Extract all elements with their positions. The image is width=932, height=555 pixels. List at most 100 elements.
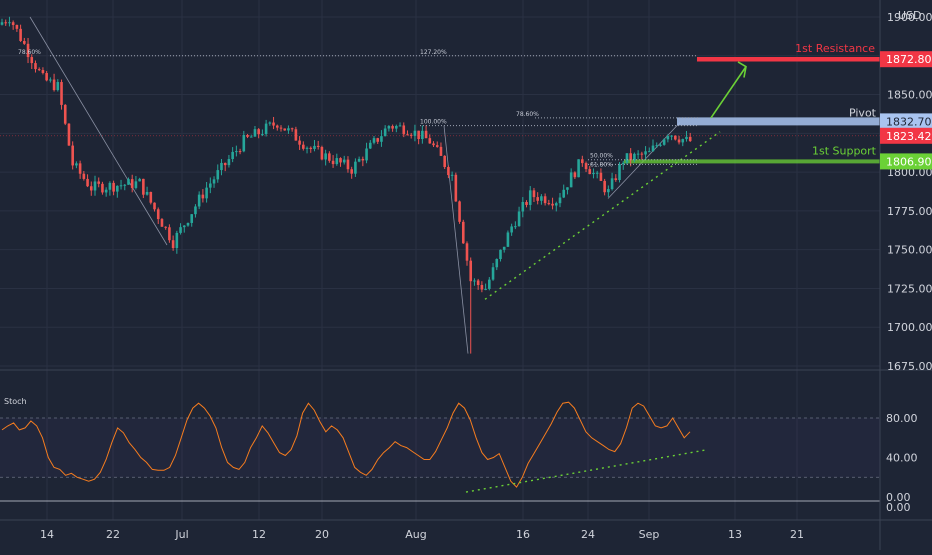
candle-body-141 (525, 202, 528, 205)
candle-body-157 (584, 163, 588, 170)
fib-label-0: 78.60% (18, 49, 41, 56)
candle-body-170 (633, 153, 636, 161)
date-tick-3: 12 (252, 528, 266, 541)
candle-body-6 (23, 40, 26, 44)
fib-label-3: 100.00% (420, 119, 447, 126)
candle-body-41 (153, 202, 156, 210)
candle-body-165 (614, 178, 618, 181)
candle-body-73 (272, 122, 275, 126)
candle-body-133 (495, 259, 499, 268)
candle-body-53 (197, 194, 201, 207)
candle-body-8 (30, 57, 34, 64)
candle-body-136 (506, 232, 510, 247)
candle-body-124 (461, 221, 465, 244)
stoch-tick-2: 0.00 (886, 491, 911, 504)
candle-body-115 (428, 138, 432, 144)
candle-body-91 (339, 158, 342, 163)
arrow-head (737, 61, 747, 78)
candle-body-42 (156, 209, 160, 220)
fib-label-1: 127.20% (420, 49, 447, 56)
candle-body-117 (435, 145, 439, 147)
stoch-trend-line (465, 448, 709, 493)
candle-body-127 (473, 280, 476, 282)
candle-body-156 (581, 159, 584, 164)
stoch-band (0, 418, 880, 478)
candle-body-87 (324, 153, 327, 160)
candle-body-54 (201, 194, 205, 199)
candle-body-99 (368, 142, 372, 149)
candle-body-111 (413, 130, 417, 136)
candle-body-60 (223, 162, 227, 166)
candle-body-17 (63, 104, 67, 124)
candle-body-129 (480, 285, 484, 290)
candle-body-85 (316, 145, 320, 147)
candle-body-139 (517, 211, 521, 227)
candle-body-63 (235, 151, 238, 153)
candle-body-2 (8, 22, 11, 24)
candle-body-179 (666, 135, 670, 140)
candle-body-109 (406, 134, 409, 136)
candle-body-128 (476, 280, 480, 286)
candle-body-65 (242, 135, 246, 152)
candle-body-116 (432, 143, 435, 146)
candle-body-56 (209, 183, 212, 188)
fib-label-4: 50.00% (590, 153, 613, 160)
candle-body-143 (532, 190, 536, 198)
date-tick-1: 22 (106, 528, 120, 541)
candle-body-79 (294, 129, 298, 141)
candle-body-166 (618, 164, 621, 181)
candle-body-76 (283, 128, 287, 131)
candle-body-168 (625, 153, 629, 163)
candle-body-12 (45, 73, 48, 81)
candle-body-135 (502, 246, 506, 250)
candle-body-69 (257, 129, 260, 135)
candle-body-24 (89, 186, 93, 191)
resistance-value-label-bg (880, 51, 932, 68)
candle-body-44 (164, 226, 167, 228)
candle-body-21 (78, 163, 82, 174)
candle-body-176 (655, 145, 659, 147)
candle-body-83 (309, 147, 313, 149)
candle-body-131 (488, 279, 491, 289)
candle-body-74 (275, 125, 279, 128)
candle-body-36 (134, 181, 138, 188)
candle-body-123 (458, 201, 461, 222)
date-tick-5: Aug (405, 528, 426, 541)
candle-body-96 (357, 158, 361, 162)
candle-body-177 (659, 144, 662, 146)
candle-body-10 (37, 69, 41, 71)
date-tick-9: 13 (728, 528, 742, 541)
candle-body-153 (569, 172, 573, 188)
candle-body-90 (335, 158, 339, 165)
price-tick-7: 1725.00 (887, 282, 932, 295)
candle-body-121 (450, 174, 454, 176)
candle-body-174 (647, 151, 651, 153)
candle-body-51 (190, 214, 194, 223)
candle-body-112 (417, 130, 420, 140)
candle-body-132 (491, 267, 495, 280)
date-tick-6: 16 (516, 528, 530, 541)
candle-body-182 (677, 139, 681, 143)
candle-body-105 (391, 126, 394, 129)
candle-body-67 (249, 136, 253, 138)
candle-body-149 (554, 203, 558, 206)
candle-body-14 (52, 79, 56, 91)
candle-body-158 (588, 169, 592, 175)
candle-body-114 (424, 130, 428, 139)
candle-body-38 (142, 178, 145, 195)
candle-body-28 (104, 189, 108, 193)
candle-body-77 (287, 128, 290, 131)
candle-body-40 (149, 191, 153, 203)
candle-body-162 (603, 180, 606, 193)
candle-body-169 (629, 153, 632, 161)
candle-body-32 (119, 185, 123, 187)
candle-body-37 (138, 178, 141, 182)
candle-body-4 (15, 25, 19, 29)
candle-body-97 (361, 158, 365, 161)
candle-body-151 (562, 189, 566, 198)
candle-body-29 (108, 182, 112, 190)
candle-body-13 (49, 79, 52, 81)
candle-body-26 (97, 181, 101, 184)
stoch-tick-3: 0.00 (886, 501, 911, 514)
